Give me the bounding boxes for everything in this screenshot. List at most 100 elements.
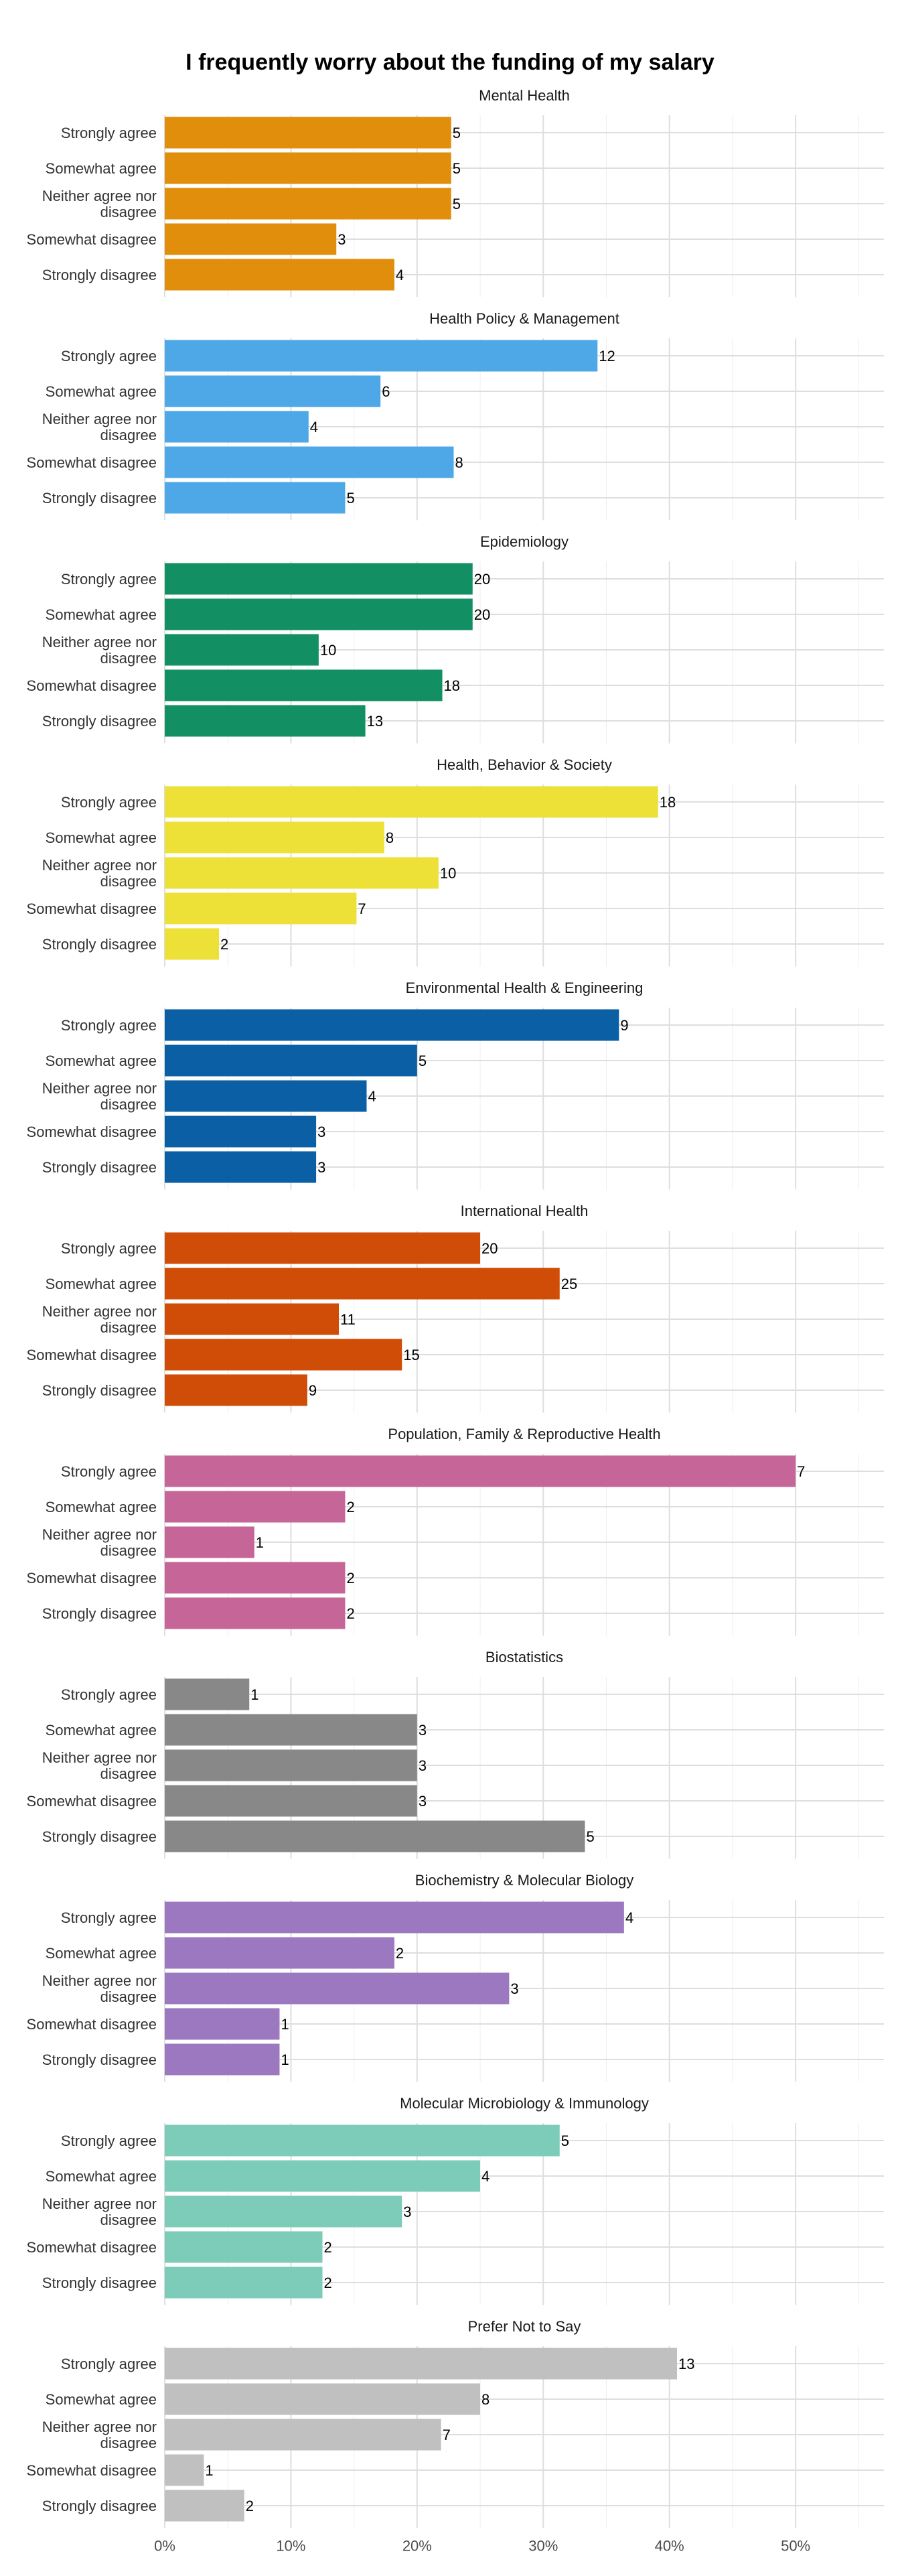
category-label-line: Neither agree nor xyxy=(42,1749,157,1766)
category-label-line: disagree xyxy=(100,1988,157,2005)
bar-value-label: 12 xyxy=(599,348,615,364)
bar xyxy=(165,1678,250,1710)
category-label: Strongly disagree xyxy=(42,1828,157,1845)
category-label: Strongly agree xyxy=(61,1686,157,1703)
bar-value-label: 5 xyxy=(586,1828,594,1845)
bar-value-label: 3 xyxy=(403,2204,411,2220)
category-label: Strongly disagree xyxy=(42,2275,157,2291)
category-label-line: disagree xyxy=(100,1096,157,1113)
bar-value-label: 5 xyxy=(561,2132,569,2149)
category-label-line: Neither agree nor xyxy=(42,1526,157,1543)
bar xyxy=(165,892,357,925)
bar-value-label: 3 xyxy=(510,1980,518,1997)
panel-title: Prefer Not to Say xyxy=(468,2318,581,2335)
category-label: Strongly agree xyxy=(61,1240,157,1257)
bar xyxy=(165,2348,677,2380)
category-label-line: disagree xyxy=(100,2435,157,2451)
category-label-line: disagree xyxy=(100,873,157,890)
bar xyxy=(165,2490,244,2522)
bar-value-label: 3 xyxy=(317,1159,325,1176)
bar-value-label: 2 xyxy=(346,1499,354,1515)
category-label: Somewhat disagree xyxy=(27,1124,157,1140)
x-tick-label: 40% xyxy=(655,2538,684,2555)
bar xyxy=(165,223,337,255)
bar-value-label: 5 xyxy=(453,160,461,177)
category-label: Somewhat disagree xyxy=(27,2016,157,2033)
x-tick-label: 50% xyxy=(781,2538,810,2555)
bar xyxy=(165,1749,417,1781)
bar-value-label: 3 xyxy=(419,1722,427,1739)
bar xyxy=(165,340,598,372)
category-label: Somewhat agree xyxy=(46,383,157,400)
bar-value-label: 7 xyxy=(358,900,366,917)
category-label-line: disagree xyxy=(100,1319,157,1336)
category-label: Somewhat disagree xyxy=(27,2462,157,2479)
bar xyxy=(165,2231,323,2263)
bar xyxy=(165,1080,367,1112)
category-label: Strongly agree xyxy=(61,348,157,364)
bar xyxy=(165,1491,346,1523)
panel-title: Epidemiology xyxy=(480,533,569,550)
bar-value-label: 5 xyxy=(419,1053,427,1069)
category-label-line: disagree xyxy=(100,427,157,444)
category-label-line: disagree xyxy=(100,2212,157,2228)
category-label: Neither agree nor disagree xyxy=(42,2419,157,2451)
bar xyxy=(165,446,454,478)
category-label-line: Neither agree nor xyxy=(42,411,157,427)
category-label: Somewhat agree xyxy=(46,1499,157,1515)
bar xyxy=(165,2195,402,2228)
bar-value-label: 2 xyxy=(324,2239,332,2256)
bar-value-label: 5 xyxy=(346,490,354,506)
bar-value-label: 5 xyxy=(453,125,461,141)
bar-value-label: 3 xyxy=(338,231,346,248)
bar xyxy=(165,669,443,701)
bar xyxy=(165,1268,560,1300)
bar-value-label: 13 xyxy=(678,2356,694,2372)
bar xyxy=(165,634,319,666)
panel-title: International Health xyxy=(461,1203,589,1219)
bar xyxy=(165,2454,204,2486)
bar xyxy=(165,1009,619,1041)
bar-value-label: 2 xyxy=(396,1945,404,1962)
category-label: Somewhat disagree xyxy=(27,1347,157,1363)
category-label-line: Neither agree nor xyxy=(42,1972,157,1989)
bar-value-label: 3 xyxy=(317,1124,325,1140)
bar xyxy=(165,411,309,443)
bar-value-label: 9 xyxy=(309,1382,317,1399)
bar-value-label: 1 xyxy=(250,1686,258,1703)
bar-value-label: 4 xyxy=(368,1088,376,1105)
bar-value-label: 8 xyxy=(386,829,394,846)
bar-value-label: 2 xyxy=(346,1605,354,1622)
panel-title: Health Policy & Management xyxy=(429,310,619,327)
bar-value-label: 4 xyxy=(481,2168,490,2185)
bar xyxy=(165,928,220,960)
bar-value-label: 18 xyxy=(660,794,676,811)
bar xyxy=(165,1303,340,1335)
bar-value-label: 18 xyxy=(444,677,460,694)
bar-value-label: 4 xyxy=(396,267,404,283)
bar xyxy=(165,2266,323,2299)
category-label: Somewhat agree xyxy=(46,829,157,846)
category-label: Neither agree nor disagree xyxy=(42,188,157,220)
category-label: Somewhat agree xyxy=(46,2168,157,2185)
x-tick-label: 10% xyxy=(276,2538,305,2555)
category-label: Somewhat disagree xyxy=(27,231,157,248)
bar xyxy=(165,1714,417,1746)
category-label: Somewhat agree xyxy=(46,1053,157,1069)
category-label: Somewhat agree xyxy=(46,160,157,177)
category-label: Somewhat disagree xyxy=(27,454,157,471)
category-label: Strongly agree xyxy=(61,794,157,811)
category-label-line: Neither agree nor xyxy=(42,2195,157,2212)
category-label-line: disagree xyxy=(100,1765,157,1782)
bar xyxy=(165,2124,560,2157)
bar-value-label: 15 xyxy=(403,1347,419,1363)
bar-value-label: 3 xyxy=(419,1757,427,1774)
category-label: Strongly agree xyxy=(61,2132,157,2149)
bar xyxy=(165,1232,481,1264)
category-label: Neither agree nor disagree xyxy=(42,411,157,444)
panel-title: Population, Family & Reproductive Health xyxy=(388,1426,660,1442)
category-label-line: Neither agree nor xyxy=(42,634,157,651)
bar-value-label: 7 xyxy=(443,2427,451,2443)
category-label: Neither agree nor disagree xyxy=(42,1080,157,1113)
category-label-line: disagree xyxy=(100,1542,157,1559)
